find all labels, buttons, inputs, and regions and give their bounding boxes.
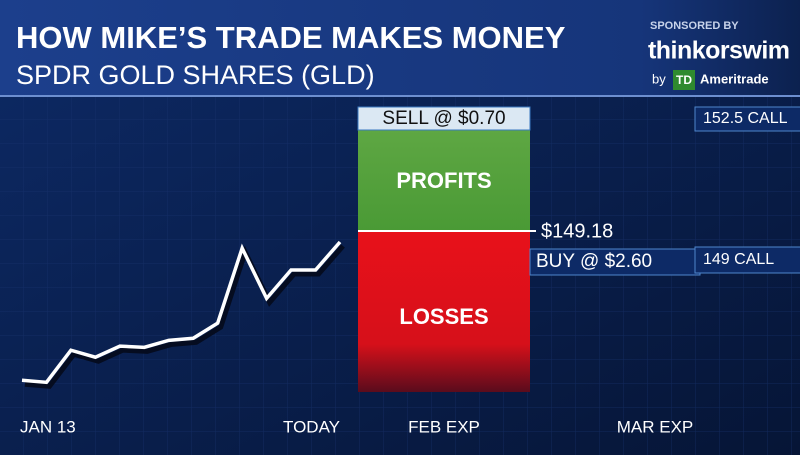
upper-call-box bbox=[694, 106, 800, 132]
breakeven-label: $149.18 bbox=[541, 220, 613, 242]
sell-label: SELL @ $0.70 bbox=[382, 108, 505, 129]
subtitle: SPDR GOLD SHARES (GLD) bbox=[16, 60, 375, 90]
sell-box bbox=[357, 106, 531, 131]
sponsor-brand: thinkorswim bbox=[648, 37, 790, 65]
sponsor-by: by bbox=[652, 71, 666, 86]
lower-call-box bbox=[694, 246, 800, 274]
sponsor-company: Ameritrade bbox=[700, 71, 769, 86]
header-band bbox=[0, 0, 800, 96]
td-logo-box bbox=[673, 70, 695, 90]
price-line bbox=[21, 240, 342, 385]
upper-call-label: 152.5 CALL bbox=[703, 110, 788, 127]
x-tick-label: TODAY bbox=[283, 417, 340, 436]
x-tick-label: JAN 13 bbox=[20, 417, 76, 436]
loss-zone bbox=[358, 232, 530, 392]
buy-label: BUY @ $2.60 bbox=[536, 251, 652, 272]
line-shadow bbox=[24, 244, 345, 389]
losses-label: LOSSES bbox=[399, 304, 488, 329]
expiry-label: FEB EXP bbox=[408, 417, 480, 436]
profits-label: PROFITS bbox=[396, 168, 491, 193]
profit-zone bbox=[358, 130, 530, 231]
title: HOW MIKE’S TRADE MAKES MONEY bbox=[16, 20, 566, 55]
lower-call-label: 149 CALL bbox=[703, 251, 774, 268]
buy-box bbox=[529, 248, 701, 276]
expiry-label: MAR EXP bbox=[617, 417, 694, 436]
td-logo: TD bbox=[676, 73, 692, 87]
sponsor-label: SPONSORED BY bbox=[650, 20, 739, 32]
